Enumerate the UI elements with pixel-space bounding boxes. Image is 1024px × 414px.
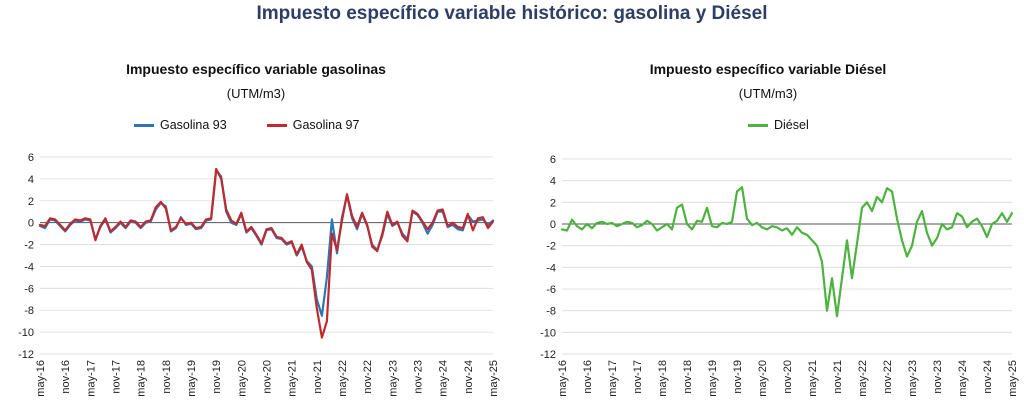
- y-tick-label: -2: [24, 240, 34, 252]
- x-tick-label: may-24: [957, 360, 969, 397]
- chart-panel-gasolinas: Impuesto específico variable gasolinas (…: [18, 61, 500, 397]
- legend-swatch: [748, 123, 768, 127]
- y-tick-label: 2: [550, 197, 556, 209]
- y-tick-label: 4: [28, 174, 34, 186]
- page-title: Impuesto específico variable histórico: …: [256, 3, 768, 24]
- x-tick-label: nov-18: [682, 360, 694, 394]
- x-tick-label: nov-21: [312, 360, 324, 394]
- chart-legend: Diésel: [748, 118, 849, 132]
- x-tick-label: nov-24: [982, 360, 994, 394]
- x-tick-label: may-25: [1007, 360, 1019, 397]
- x-tick-label: may-21: [287, 360, 299, 397]
- x-tick-label: may-24: [438, 360, 450, 397]
- x-tick-label: may-23: [907, 360, 919, 397]
- x-tick-label: may-22: [337, 360, 349, 397]
- x-tick-label: may-18: [136, 360, 148, 397]
- x-tick-label: may-25: [488, 360, 500, 397]
- x-tick-label: may-18: [657, 360, 669, 397]
- y-tick-label: -8: [546, 306, 556, 318]
- x-tick-label: may-17: [607, 360, 619, 397]
- x-tick-label: nov-18: [161, 360, 173, 394]
- x-tick-label: nov-20: [262, 360, 274, 394]
- series-line-gasolina-93: [38, 169, 495, 317]
- x-tick-label: nov-22: [362, 360, 374, 394]
- x-tick-label: may-16: [557, 360, 569, 397]
- series-line-gasolina-97: [38, 167, 495, 339]
- chart-legend: Gasolina 93 Gasolina 97: [134, 118, 399, 132]
- y-tick-label: 6: [28, 152, 34, 164]
- chart-subtitle: (UTM/m3): [226, 86, 286, 101]
- x-tick-label: nov-23: [932, 360, 944, 394]
- x-tick-label: may-20: [236, 360, 248, 397]
- chart-title: Impuesto específico variable Diésel: [649, 61, 887, 77]
- x-tick-label: may-19: [186, 360, 198, 397]
- legend-label: Gasolina 93: [160, 118, 227, 132]
- x-tick-label: nov-20: [782, 360, 794, 394]
- y-tick-label: 6: [550, 154, 556, 166]
- x-tick-label: nov-17: [632, 360, 644, 394]
- x-tick-label: nov-16: [582, 360, 594, 394]
- y-tick-label: -6: [546, 284, 556, 296]
- y-tick-label: 0: [550, 219, 556, 231]
- x-tick-label: nov-19: [732, 360, 744, 394]
- y-tick-label: -6: [24, 283, 34, 295]
- y-tick-label: -2: [546, 241, 556, 253]
- x-tick-label: may-20: [757, 360, 769, 397]
- x-tick-label: nov-24: [463, 360, 475, 394]
- x-tick-label: may-21: [807, 360, 819, 397]
- x-tick-label: may-16: [35, 360, 47, 397]
- y-tick-label: -4: [24, 261, 34, 273]
- chart-panel-diesel: Impuesto específico variable Diésel (UTM…: [512, 0, 1024, 414]
- x-tick-label: nov-16: [60, 360, 72, 394]
- y-tick-label: 2: [28, 196, 34, 208]
- legend-label: Diésel: [774, 118, 809, 132]
- chart-subtitle: (UTM/m3): [738, 86, 798, 101]
- legend-swatch: [134, 123, 154, 127]
- y-tick-label: -4: [546, 262, 556, 274]
- y-tick-label: -10: [18, 327, 34, 339]
- x-tick-label: nov-19: [211, 360, 223, 394]
- y-tick-label: -10: [540, 327, 556, 339]
- x-tick-label: may-22: [857, 360, 869, 397]
- x-tick-label: nov-17: [111, 360, 123, 394]
- chart-plot-diesel: -12 -10 -8 -6 -4 -2 0 2 4 6 may-16 nov-16 may-17 nov-…: [540, 154, 1019, 397]
- x-tick-label: may-17: [85, 360, 97, 397]
- x-tick-label: may-23: [387, 360, 399, 397]
- chart-title: Impuesto específico variable gasolinas: [126, 61, 386, 77]
- legend-swatch: [266, 123, 287, 127]
- legend-item-gasolina-97: Gasolina 97: [266, 118, 360, 132]
- y-tick-label: -12: [18, 349, 34, 361]
- y-tick-label: 4: [550, 176, 556, 188]
- x-tick-label: may-19: [707, 360, 719, 397]
- x-tick-label: nov-22: [882, 360, 894, 394]
- x-tick-label: nov-21: [832, 360, 844, 394]
- series-line-diésel: [560, 186, 1014, 318]
- y-tick-label: -12: [540, 349, 556, 361]
- legend-item-diesel: Diésel: [748, 118, 809, 132]
- y-tick-label: 0: [28, 218, 34, 230]
- legend-item-gasolina-93: Gasolina 93: [134, 118, 227, 132]
- legend-label: Gasolina 97: [292, 118, 360, 132]
- x-tick-label: nov-23: [413, 360, 425, 394]
- y-tick-label: -8: [24, 305, 34, 317]
- chart-plot-gasolinas: -12 -10 -8 -6 -4 -2 0 2 4 6 may-16 nov-16 may-17 nov-…: [18, 152, 500, 397]
